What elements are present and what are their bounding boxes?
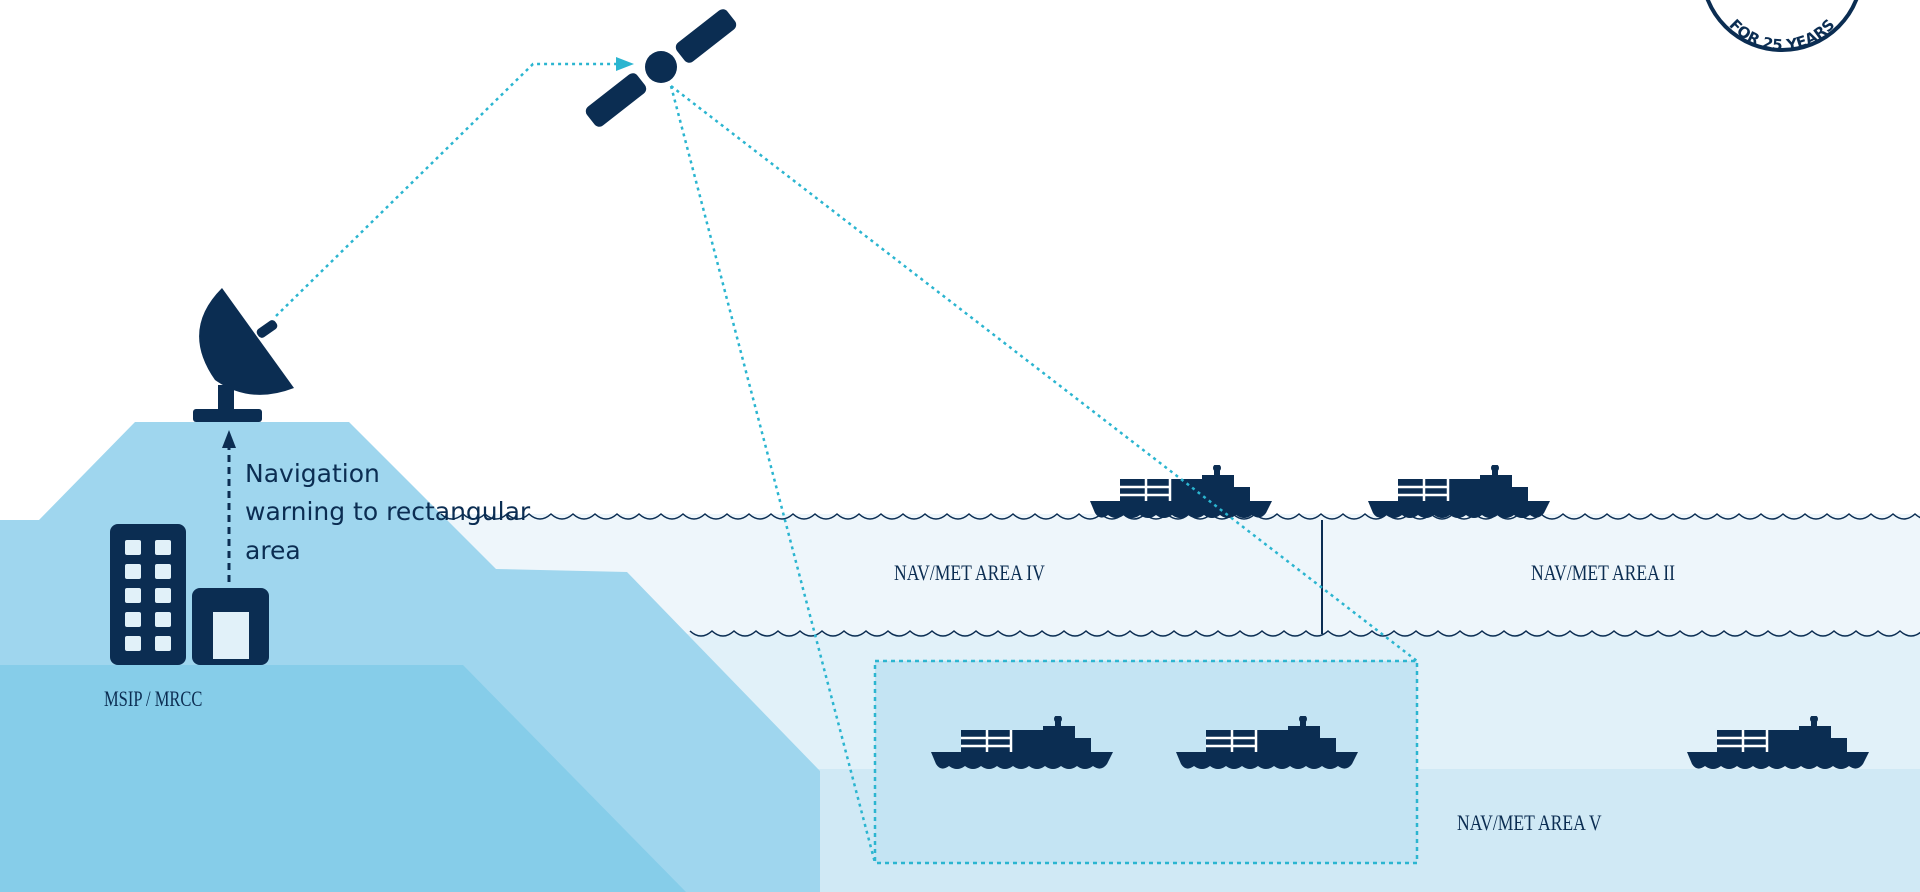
arrow-head [616, 57, 634, 71]
ship [1090, 465, 1272, 520]
window [155, 612, 171, 627]
warning-rectangle [873, 659, 1419, 865]
satellite [585, 9, 737, 127]
window [125, 564, 141, 579]
window [155, 588, 171, 603]
ship [1368, 465, 1550, 520]
window [155, 540, 171, 555]
wave-line [689, 629, 1920, 637]
area-label: NAV/MET AREA IV [894, 561, 1045, 585]
badge [1705, 0, 1859, 52]
area-label: NAV/MET AREA V [1457, 811, 1602, 835]
window [155, 636, 171, 651]
window [125, 540, 141, 555]
buildings [110, 524, 269, 665]
annotation: Navigation [245, 459, 380, 488]
signal-lines [275, 62, 1418, 864]
area-label: NAV/MET AREA II [1531, 561, 1675, 585]
window [125, 612, 141, 627]
arrow-head [222, 430, 236, 448]
dish [193, 288, 294, 422]
station-label: MSIP / MRCC [104, 688, 202, 712]
land-lower [0, 665, 686, 892]
sea-band [441, 514, 1920, 634]
window [155, 564, 171, 579]
window [125, 588, 141, 603]
window [125, 636, 141, 651]
annotation: area [245, 536, 301, 565]
annotation: warning to rectangular [245, 497, 531, 526]
